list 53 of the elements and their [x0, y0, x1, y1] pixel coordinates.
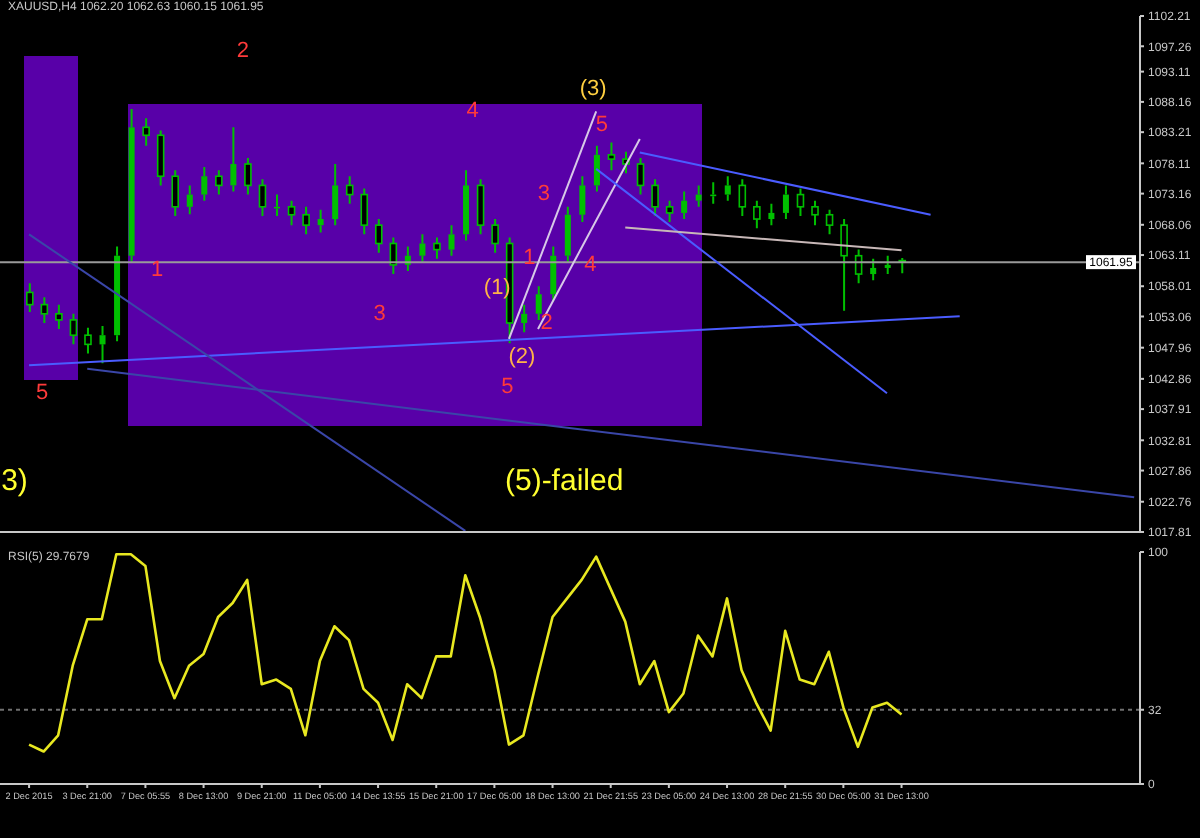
candlestick [55, 303, 63, 331]
candlestick [521, 303, 528, 334]
candlestick [448, 224, 455, 257]
candlestick [564, 205, 571, 263]
annotation: 4 [466, 99, 479, 124]
candlestick [695, 184, 702, 208]
candlestick [201, 166, 208, 202]
annotation: 2 [236, 39, 249, 64]
candlestick [128, 107, 135, 263]
candlestick [636, 156, 645, 196]
candlestick [84, 326, 92, 355]
candlestick [738, 178, 747, 217]
annotation: 1 [150, 257, 164, 282]
candlestick [433, 236, 441, 260]
candlestick [593, 144, 600, 193]
candlestick [768, 202, 775, 227]
candlestick [796, 187, 805, 217]
candlestick [186, 184, 193, 216]
annotation: 5 [595, 112, 609, 137]
candlestick [579, 175, 586, 224]
candlestick [215, 169, 223, 196]
candlestick [840, 218, 848, 312]
candlestick [724, 175, 731, 202]
candlestick [463, 169, 470, 242]
candlestick [26, 282, 34, 313]
candlestick [244, 156, 252, 196]
annotation: 5 [36, 381, 49, 406]
candlestick [491, 218, 499, 254]
candlestick [332, 163, 339, 227]
annotation: 2 [540, 310, 553, 335]
candlestick [607, 141, 616, 172]
annotation: 3) [1, 464, 28, 499]
candlestick [114, 245, 121, 343]
annotation: 5 [501, 374, 514, 399]
candlestick [782, 184, 789, 221]
candlestick [317, 208, 324, 234]
candlestick [476, 178, 485, 236]
candlestick [142, 117, 150, 147]
annotation: (3) [579, 77, 607, 102]
annotation: (2) [508, 345, 536, 370]
annotation: 3 [537, 182, 550, 207]
candlestick [360, 187, 369, 236]
candlestick [230, 126, 237, 193]
candlestick [374, 218, 383, 254]
annotation: 3 [373, 301, 386, 326]
candlestick [419, 233, 426, 263]
candlestick [535, 285, 542, 321]
candlestick [99, 325, 106, 365]
candlestick [345, 175, 354, 205]
candlestick [258, 178, 267, 217]
candlestick [40, 296, 49, 324]
candlestick [681, 190, 688, 221]
annotation: (5)-failed [505, 464, 624, 499]
